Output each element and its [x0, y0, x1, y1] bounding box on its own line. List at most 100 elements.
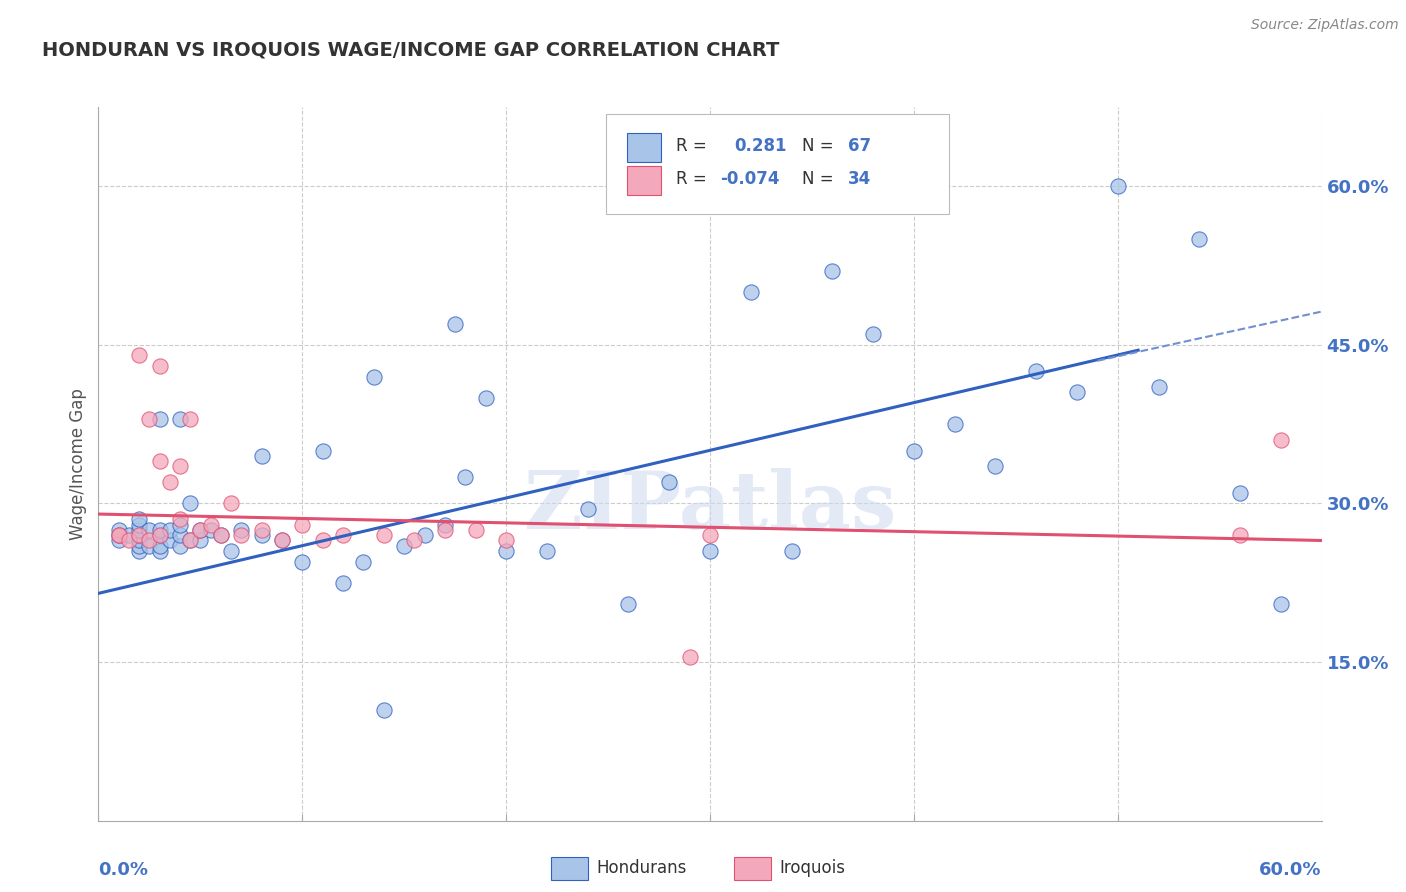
Point	[179, 533, 201, 548]
FancyBboxPatch shape	[627, 134, 661, 162]
Point	[291, 517, 314, 532]
Text: 34: 34	[848, 170, 872, 188]
Point	[404, 533, 426, 548]
Text: Source: ZipAtlas.com: Source: ZipAtlas.com	[1251, 18, 1399, 32]
Text: 0.0%: 0.0%	[98, 861, 149, 879]
Point	[1229, 528, 1251, 542]
Text: 60.0%: 60.0%	[1260, 861, 1322, 879]
Text: 0.281: 0.281	[734, 137, 787, 155]
FancyBboxPatch shape	[734, 857, 772, 880]
Point	[1270, 433, 1292, 447]
Point	[780, 544, 803, 558]
Point	[464, 523, 486, 537]
Point	[679, 649, 702, 664]
Point	[1107, 179, 1129, 194]
Point	[179, 496, 201, 510]
Point	[149, 359, 172, 373]
Point	[270, 533, 294, 548]
Point	[159, 533, 181, 548]
Point	[108, 528, 131, 542]
Point	[312, 533, 335, 548]
Point	[169, 528, 191, 542]
Point	[373, 528, 395, 542]
Point	[413, 528, 436, 542]
Point	[740, 285, 762, 299]
Y-axis label: Wage/Income Gap: Wage/Income Gap	[69, 388, 87, 540]
Point	[128, 528, 150, 542]
Point	[159, 475, 181, 490]
Point	[128, 539, 150, 553]
Point	[149, 454, 172, 468]
Point	[495, 533, 517, 548]
Point	[434, 517, 457, 532]
Point	[128, 544, 150, 558]
Point	[188, 523, 212, 537]
Point	[250, 449, 273, 463]
Point	[188, 523, 212, 537]
Point	[138, 523, 160, 537]
Text: Hondurans: Hondurans	[596, 860, 686, 878]
Point	[149, 539, 172, 553]
Point	[169, 412, 191, 426]
Point	[270, 533, 294, 548]
Point	[128, 349, 150, 363]
Point	[149, 412, 172, 426]
Point	[699, 544, 721, 558]
Point	[209, 528, 232, 542]
Text: N =: N =	[801, 137, 838, 155]
Point	[169, 539, 191, 553]
Point	[392, 539, 416, 553]
Point	[231, 528, 253, 542]
Point	[108, 533, 131, 548]
Point	[474, 391, 498, 405]
Point	[434, 523, 457, 537]
Point	[149, 528, 172, 542]
Point	[200, 523, 222, 537]
Point	[332, 528, 354, 542]
Point	[231, 523, 253, 537]
Text: N =: N =	[801, 170, 838, 188]
Point	[250, 523, 273, 537]
Text: R =: R =	[676, 137, 717, 155]
Point	[138, 533, 160, 548]
FancyBboxPatch shape	[551, 857, 588, 880]
Point	[128, 523, 150, 537]
Point	[219, 544, 242, 558]
Point	[1025, 364, 1047, 378]
Point	[943, 417, 966, 432]
Point	[169, 459, 191, 474]
Point	[138, 412, 160, 426]
Point	[219, 496, 242, 510]
Point	[128, 533, 150, 548]
Point	[903, 443, 925, 458]
Point	[1066, 385, 1088, 400]
Point	[363, 369, 385, 384]
Text: -0.074: -0.074	[720, 170, 779, 188]
Point	[179, 412, 201, 426]
Text: ZIPatlas: ZIPatlas	[524, 467, 896, 546]
Point	[128, 512, 150, 526]
FancyBboxPatch shape	[606, 114, 949, 214]
Point	[658, 475, 681, 490]
Point	[862, 327, 884, 342]
Point	[159, 523, 181, 537]
Text: HONDURAN VS IROQUOIS WAGE/INCOME GAP CORRELATION CHART: HONDURAN VS IROQUOIS WAGE/INCOME GAP COR…	[42, 40, 779, 59]
Point	[495, 544, 517, 558]
Point	[1270, 597, 1292, 611]
Point	[352, 555, 374, 569]
Point	[454, 470, 477, 484]
Point	[332, 575, 354, 590]
Point	[149, 528, 172, 542]
Point	[617, 597, 640, 611]
Point	[699, 528, 721, 542]
Point	[576, 501, 599, 516]
Point	[1229, 486, 1251, 500]
Point	[821, 264, 844, 278]
Point	[1188, 232, 1211, 246]
Point	[373, 703, 395, 717]
Point	[1147, 380, 1170, 394]
Point	[291, 555, 314, 569]
Point	[149, 544, 172, 558]
Point	[108, 523, 131, 537]
Point	[188, 533, 212, 548]
